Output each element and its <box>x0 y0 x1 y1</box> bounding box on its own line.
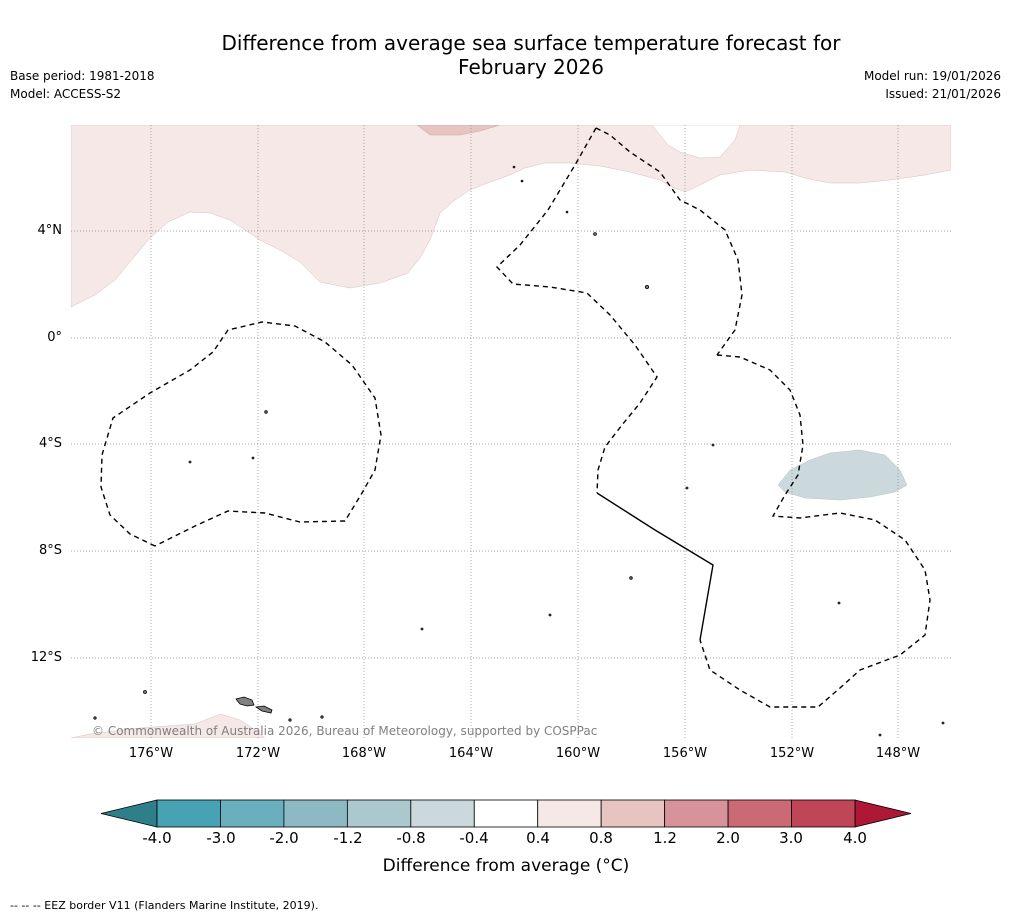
warm-anomaly-south <box>71 713 266 738</box>
cbar-label: -0.8 <box>396 829 426 847</box>
colorbar-title: Difference from average (°C) <box>382 856 630 876</box>
colorbar <box>100 799 912 828</box>
cbar-label: -4.0 <box>142 829 172 847</box>
island-dot <box>565 210 569 214</box>
model-name: Model: ACCESS-S2 <box>10 87 122 101</box>
island-dot <box>711 443 715 447</box>
base-period: Base period: 1981-2018 <box>10 69 155 83</box>
colorbar-segments <box>156 799 856 828</box>
colorbar-segment <box>664 799 729 828</box>
island-dot <box>593 232 597 236</box>
colorbar-segment <box>410 799 475 828</box>
colorbar-segment <box>791 799 856 828</box>
colorbar-under-arrow <box>100 799 158 828</box>
island-dot <box>512 165 516 169</box>
colorbar-segment <box>283 799 348 828</box>
cbar-label: 2.0 <box>716 829 740 847</box>
lon-tick-164w: 164°W <box>448 746 494 761</box>
cbar-label: 4.0 <box>843 829 867 847</box>
warm-anomaly-region <box>71 125 951 308</box>
eez-solid-segment <box>596 492 714 641</box>
lon-tick-148w: 148°W <box>875 746 921 761</box>
map-plot-area <box>71 125 951 738</box>
lon-tick-156w: 156°W <box>662 746 708 761</box>
lon-tick-176w: 176°W <box>128 746 174 761</box>
lon-tick-168w: 168°W <box>341 746 387 761</box>
island-dot <box>629 576 633 580</box>
meta-right: Model run: 19/01/2026 Issued: 21/01/2026 <box>864 67 1001 103</box>
lon-tick-152w: 152°W <box>769 746 815 761</box>
colorbar-segment <box>727 799 792 828</box>
colorbar-segment <box>346 799 412 828</box>
cbar-label: -1.2 <box>333 829 363 847</box>
copyright-notice: © Commonwealth of Australia 2026, Bureau… <box>92 724 598 738</box>
colorbar-segment <box>473 799 539 828</box>
colorbar-segment <box>156 799 221 828</box>
colorbar-segment <box>537 799 602 828</box>
lat-tick-0: 0° <box>47 330 62 345</box>
island-dot <box>264 410 268 414</box>
colorbar-segment <box>600 799 666 828</box>
islands <box>93 165 945 737</box>
island-samoa-1 <box>235 696 255 707</box>
title-line-2: February 2026 <box>458 55 604 79</box>
issued-date: Issued: 21/01/2026 <box>885 87 1001 101</box>
neutral-pocket <box>651 125 741 159</box>
island-dot <box>93 716 97 720</box>
island-samoa-2 <box>254 705 273 714</box>
cool-anomaly-region <box>777 449 908 501</box>
colorbar-segment <box>220 799 285 828</box>
island-dot <box>420 627 424 631</box>
eez-tokelau <box>100 321 382 547</box>
island-dot <box>143 690 147 694</box>
footnote: -- -- -- EEZ border V11 (Flanders Marine… <box>10 899 319 912</box>
meta-left: Base period: 1981-2018 Model: ACCESS-S2 <box>10 67 155 103</box>
lon-tick-172w: 172°W <box>235 746 281 761</box>
island-dot <box>941 721 945 725</box>
colorbar-over-arrow <box>854 799 912 828</box>
cbar-label: -2.0 <box>269 829 299 847</box>
island-dot <box>878 733 882 737</box>
cbar-label: 0.4 <box>526 829 550 847</box>
island-dot <box>251 456 255 460</box>
title-line-1: Difference from average sea surface temp… <box>221 31 841 55</box>
cbar-label: -3.0 <box>206 829 236 847</box>
lat-tick-8s: 8°S <box>38 543 62 558</box>
island-dot <box>188 460 192 464</box>
island-dot <box>288 718 292 722</box>
cbar-label: 1.2 <box>653 829 677 847</box>
model-run: Model run: 19/01/2026 <box>863 69 1001 83</box>
island-dot <box>837 601 841 605</box>
lat-tick-12s: 12°S <box>30 650 62 665</box>
map-title: Difference from average sea surface temp… <box>0 31 1011 79</box>
island-dot <box>520 179 524 183</box>
cbar-label: 0.8 <box>589 829 613 847</box>
eez-kiribati-line <box>496 127 743 494</box>
cbar-label: -0.4 <box>459 829 489 847</box>
lat-tick-4s: 4°S <box>38 436 62 451</box>
eez-french-polynesia <box>699 354 931 708</box>
island-dot <box>685 486 689 490</box>
cbar-label: 3.0 <box>779 829 803 847</box>
island-dot <box>645 284 650 289</box>
island-dot <box>548 613 552 617</box>
warm-anomaly-patch <box>416 125 501 136</box>
eez-borders <box>100 127 931 708</box>
lat-tick-4n: 4°N <box>37 223 63 238</box>
graticule <box>71 125 951 738</box>
lon-tick-160w: 160°W <box>555 746 601 761</box>
island-dot <box>320 715 324 719</box>
